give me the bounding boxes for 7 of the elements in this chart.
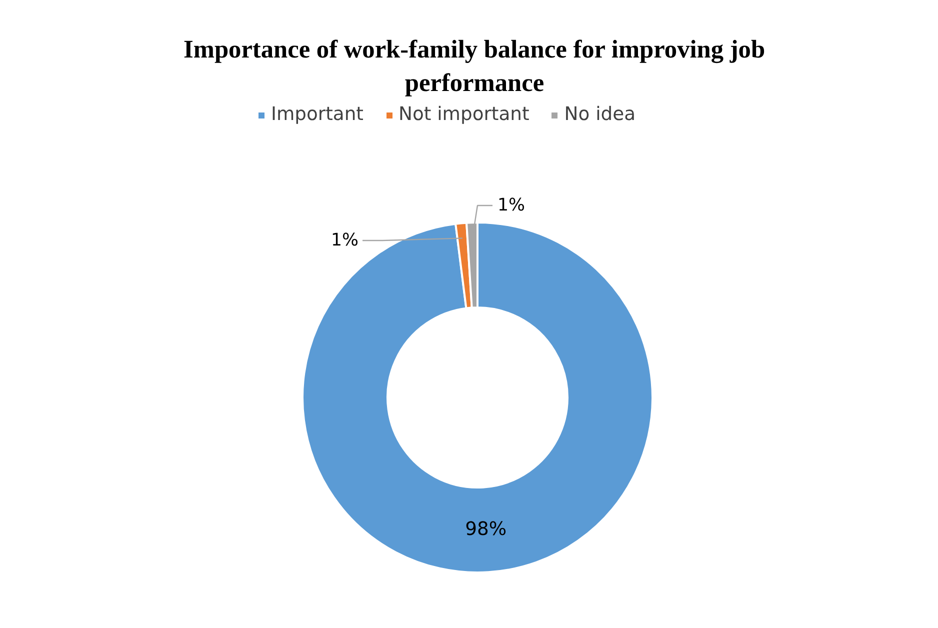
chart-title: Importance of work-family balance for improving job performance: [183, 36, 766, 98]
legend-label: Not important: [398, 104, 530, 125]
data-label: 1%: [331, 230, 359, 250]
legend-label: No idea: [564, 104, 636, 125]
data-label: 98%: [465, 519, 507, 540]
data-label: 1%: [498, 196, 525, 216]
legend-label: Important: [271, 104, 364, 125]
